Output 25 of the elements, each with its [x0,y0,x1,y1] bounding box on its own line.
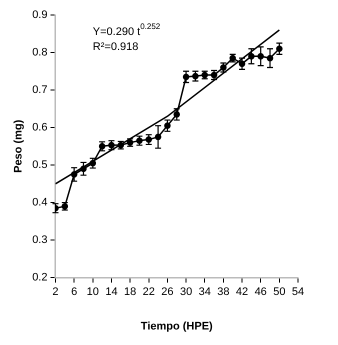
y-tick-label: 0.7 [32,84,48,96]
y-tick-label: 0.3 [32,234,48,246]
x-tick-label: 22 [142,286,155,298]
y-tick-label: 0.6 [32,122,48,134]
x-tick-label: 26 [161,286,174,298]
x-tick-label: 46 [254,286,267,298]
annotation: R²=0.918 [92,41,138,53]
x-tick-label: 42 [236,286,248,298]
y-tick-label: 0.9 [32,9,48,22]
x-tick-label: 50 [273,286,286,298]
y-tick-label: 0.5 [32,159,48,172]
x-tick-label: 14 [105,286,118,298]
y-tick-label: 0.8 [32,46,48,59]
x-tick-label: 54 [292,286,304,298]
y-tick-label: 0.2 [32,272,48,284]
x-tick-label: 30 [180,286,192,298]
x-tick-label: 6 [71,286,78,298]
x-tick-label: 2 [52,286,59,298]
x-tick-label: 38 [217,286,230,298]
y-axis-title: Peso (mg) [12,119,25,173]
x-axis-title: Tiempo (HPE) [140,320,214,332]
x-tick-label: 34 [198,286,211,298]
y-tick-label: 0.4 [32,196,48,209]
x-tick-label: 10 [86,286,99,298]
x-tick-label: 18 [124,286,136,298]
